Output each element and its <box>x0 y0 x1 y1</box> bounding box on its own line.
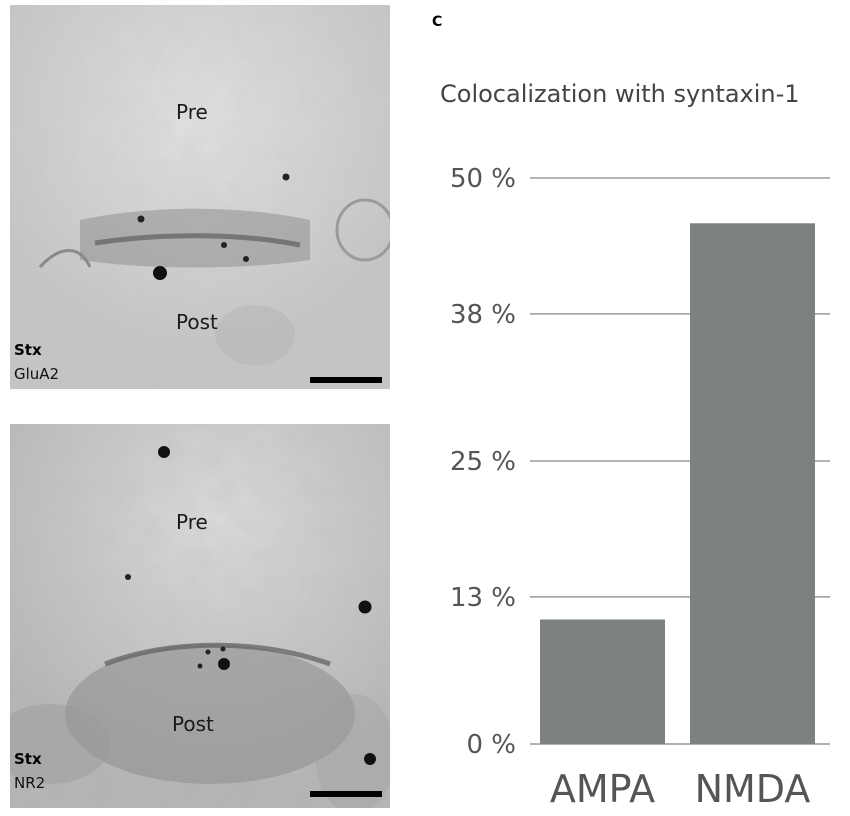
chart-title: Colocalization with syntaxin-1 <box>440 80 800 108</box>
micrograph-a-antibody-label: GluA2 <box>14 365 60 383</box>
bar-nmda <box>690 223 815 744</box>
micrograph-b-pre-label: Pre <box>176 510 208 534</box>
micrograph-a-scale-bar <box>310 377 382 383</box>
y-tick-label: 25 % <box>450 447 516 477</box>
micrograph-b-antibody-label: NR2 <box>14 774 46 792</box>
bar-ampa <box>540 619 665 744</box>
micrograph-a-post-label: Post <box>176 310 218 334</box>
micrograph-b-stain-label: Stx <box>14 750 42 768</box>
panel-c-letter: C <box>432 14 443 30</box>
y-tick-label: 38 % <box>450 300 516 330</box>
micrograph-b-post-label: Post <box>172 712 214 736</box>
micrograph-b-image <box>10 424 390 808</box>
micrograph-a-image <box>10 5 390 389</box>
micrograph-a: Pre Post Stx GluA2 <box>10 5 390 389</box>
micrograph-b: Pre Post Stx NR2 <box>10 424 390 808</box>
colocalization-bar-chart: Colocalization with syntaxin-1 0 % 13 % 25… <box>440 80 830 810</box>
y-tick-label: 13 % <box>450 583 516 613</box>
y-tick-label: 50 % <box>450 164 516 194</box>
x-category-label-ampa: AMPA <box>550 767 655 810</box>
x-category-label-nmda: NMDA <box>695 767 811 810</box>
micrograph-a-stain-label: Stx <box>14 341 42 359</box>
micrograph-b-scale-bar <box>310 791 382 797</box>
micrograph-a-pre-label: Pre <box>176 100 208 124</box>
y-tick-label: 0 % <box>466 730 516 760</box>
